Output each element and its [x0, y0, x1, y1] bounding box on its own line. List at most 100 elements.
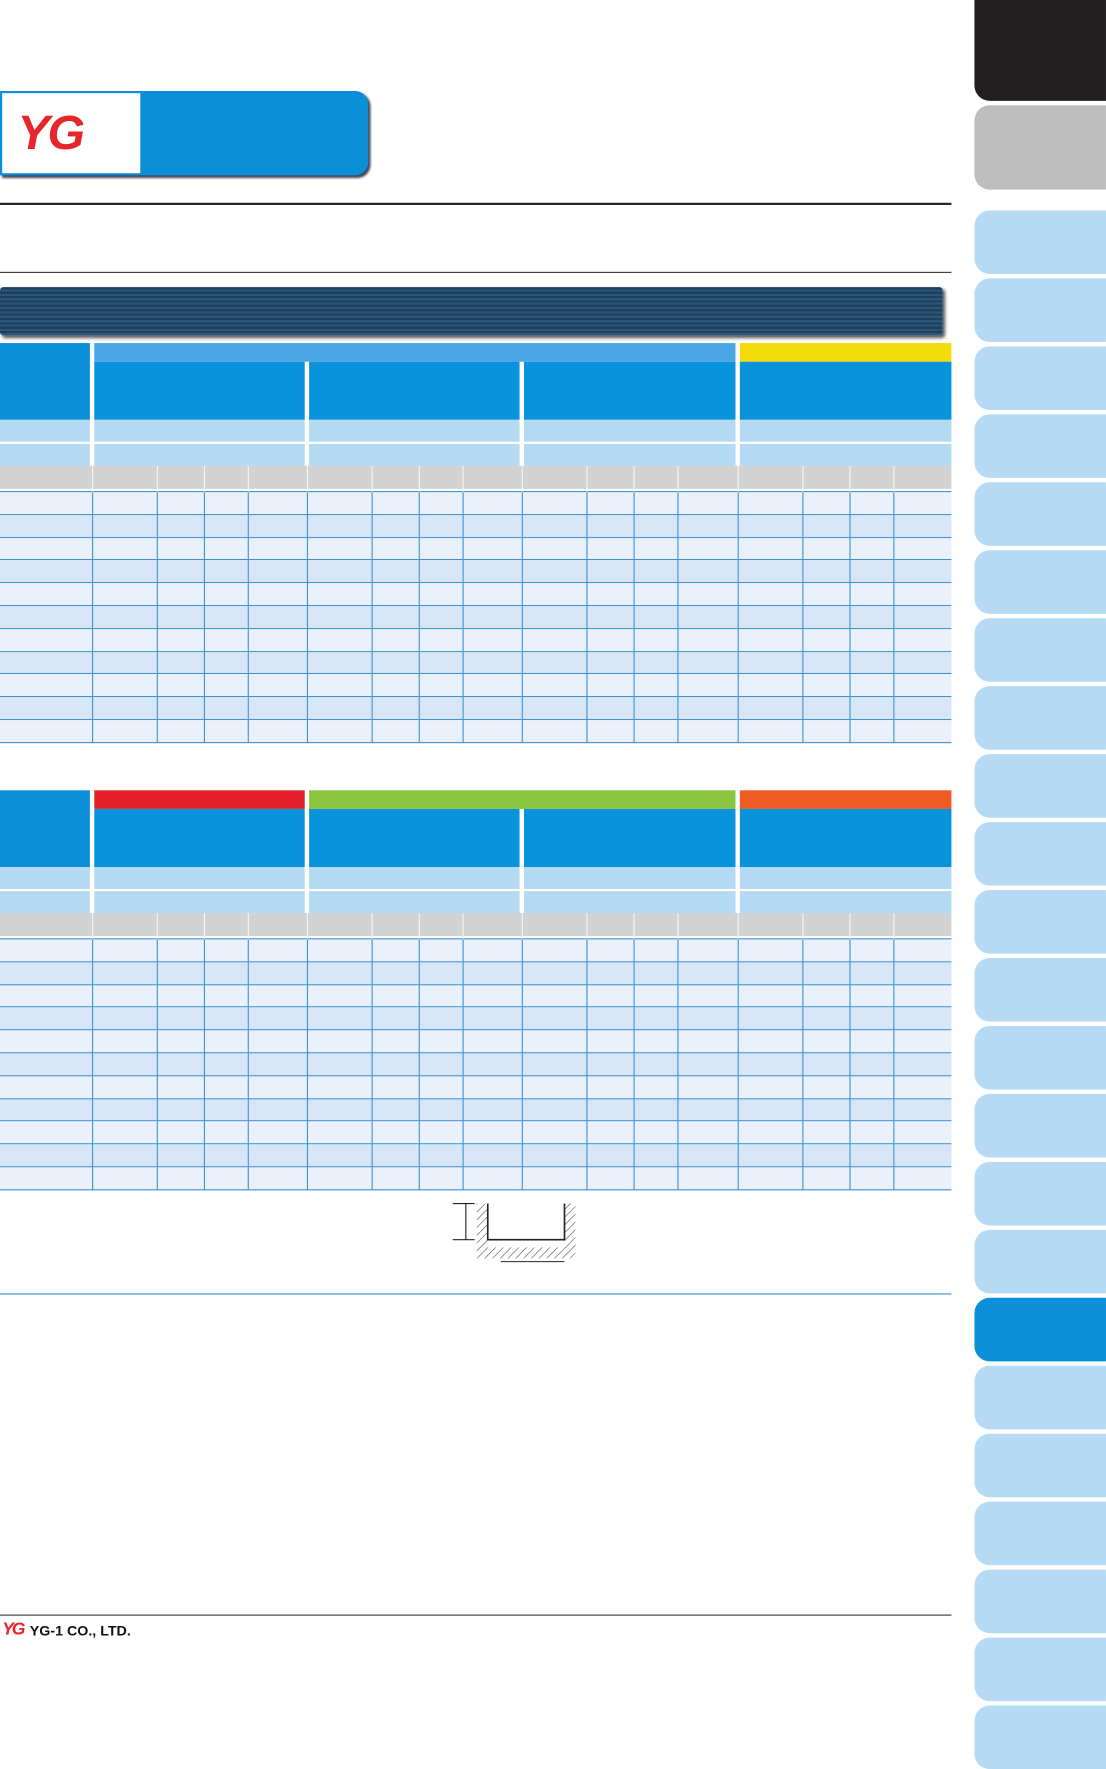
column-rule: [203, 939, 205, 1191]
sub-header: [0, 443, 90, 466]
sub-header: [523, 867, 736, 889]
data-row: [0, 984, 952, 1008]
column-rule: [462, 492, 464, 744]
column-rule: [92, 939, 94, 1191]
side-tab: [974, 1025, 1106, 1090]
column-rule: [418, 939, 420, 1191]
data-row: [0, 1030, 952, 1054]
color-stripe: [309, 790, 736, 809]
sub-header: [309, 891, 520, 914]
column-rule: [521, 492, 523, 744]
data-row: [0, 651, 952, 675]
side-tab: [974, 957, 1106, 1022]
data-row: [0, 720, 952, 743]
column-rule: [203, 492, 205, 744]
side-tab: [974, 686, 1106, 750]
hatch: [476, 1203, 576, 1259]
sub-header: [739, 867, 952, 889]
group-header: [309, 361, 520, 420]
column-rule: [586, 939, 588, 1191]
side-tab: [974, 1297, 1106, 1362]
group-header: [523, 808, 736, 868]
column-rule: [633, 492, 635, 744]
section-banner: [0, 287, 943, 336]
side-tab: [974, 754, 1106, 818]
column-rule: [521, 939, 523, 1191]
column-header: [0, 913, 952, 937]
side-tab: [974, 550, 1106, 614]
sub-header: [523, 443, 736, 466]
rule: [0, 271, 952, 273]
column-rule: [247, 492, 249, 744]
side-tab: [974, 414, 1106, 478]
row-rule: [0, 491, 952, 493]
data-row: [0, 674, 952, 698]
side-tab: [974, 1229, 1106, 1294]
group-header: [739, 808, 952, 868]
column-rule: [371, 939, 373, 1191]
sub-header: [0, 419, 90, 442]
sub-header: [523, 419, 736, 442]
data-row: [0, 1053, 952, 1077]
data-row: [0, 697, 952, 721]
sub-header: [739, 443, 952, 466]
sub-header: [739, 891, 952, 914]
column-rule: [306, 492, 309, 744]
sub-header: [309, 443, 520, 466]
sub-header: [94, 419, 305, 442]
column-rule: [737, 492, 739, 744]
data-row: [0, 1098, 952, 1122]
sub-header: [94, 891, 305, 914]
column-rule: [156, 939, 158, 1191]
side-tab: [974, 1569, 1106, 1634]
sub-header: [0, 867, 90, 889]
sub-header: [523, 891, 736, 914]
column-rule: [677, 492, 679, 744]
sub-header: [94, 443, 305, 466]
side-tab: [974, 482, 1106, 546]
group-header: [523, 361, 736, 420]
logo-panel: YG: [2, 93, 141, 174]
side-tab: [974, 278, 1106, 342]
column-rule: [156, 492, 158, 744]
sub-header: [309, 419, 520, 442]
footer-company: YG-1 CO., LTD.: [29, 1621, 131, 1639]
side-tab: [974, 1637, 1106, 1702]
data-row: [0, 583, 952, 607]
column-rule: [371, 492, 373, 744]
column-rule: [586, 492, 588, 744]
data-row: [0, 939, 952, 963]
side-tab: [974, 1501, 1106, 1566]
column-rule: [893, 939, 895, 1191]
color-stripe: [94, 343, 736, 362]
data-row: [0, 514, 952, 538]
rule: [0, 202, 952, 205]
data-row: [0, 1076, 952, 1099]
data-row: [0, 560, 952, 584]
sub-header: [309, 867, 520, 889]
side-tab: [974, 1705, 1106, 1769]
data-row: [0, 537, 952, 561]
group-header: [94, 361, 305, 420]
footer-logo: YG: [2, 1620, 25, 1639]
column-rule: [462, 939, 464, 1191]
data-row: [0, 606, 952, 629]
logo-box: YG: [0, 90, 369, 176]
data-row: [0, 492, 952, 515]
side-tab: [974, 1365, 1106, 1430]
side-tab: [974, 1093, 1106, 1158]
column-rule: [418, 492, 420, 744]
sub-header: [739, 419, 952, 442]
group-header: [739, 361, 952, 420]
color-stripe: [94, 790, 305, 809]
color-stripe: [739, 790, 952, 809]
data-row: [0, 628, 952, 652]
column-rule: [802, 939, 804, 1191]
group-header: [94, 808, 305, 868]
group-header: [309, 808, 520, 868]
row-rule: [0, 938, 952, 940]
column-rule: [677, 939, 679, 1191]
side-tab: [974, 618, 1106, 682]
color-stripe: [739, 343, 952, 362]
